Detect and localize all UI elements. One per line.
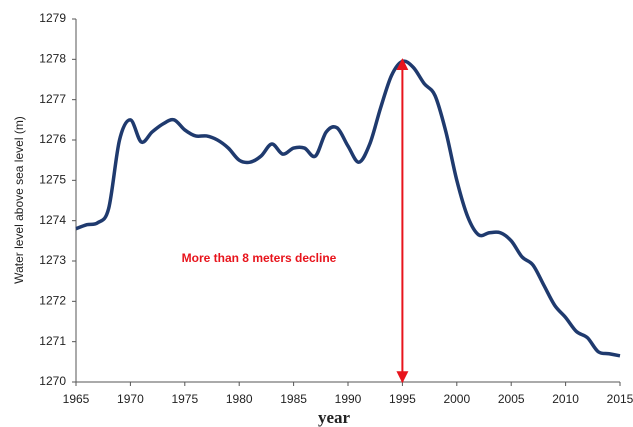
x-tick-label: 1965 [63, 392, 90, 406]
x-tick-label: 2015 [607, 392, 633, 406]
y-tick-label: 1272 [39, 294, 66, 308]
y-tick-label: 1271 [39, 334, 66, 348]
x-tick-label: 1990 [335, 392, 362, 406]
x-tick-label: 1980 [226, 392, 253, 406]
x-tick-label: 1995 [389, 392, 416, 406]
y-tick-label: 1273 [39, 253, 66, 267]
y-tick-label: 1275 [39, 173, 66, 187]
x-tick-label: 2000 [443, 392, 470, 406]
annotation: More than 8 meters decline [182, 251, 337, 265]
y-tick-label: 1279 [39, 11, 66, 25]
x-tick-label: 2005 [498, 392, 525, 406]
x-tick-label: 2010 [552, 392, 579, 406]
y-tick-label: 1270 [39, 374, 66, 388]
y-tick-label: 1278 [39, 52, 66, 66]
y-tick-label: 1276 [39, 132, 66, 146]
y-tick-label: 1277 [39, 92, 66, 106]
x-tick-label: 1985 [280, 392, 307, 406]
x-tick-label: 1970 [117, 392, 144, 406]
data-line [75, 59, 621, 358]
y-tick-label: 1274 [39, 213, 66, 227]
y-axis-label: Water level above sea level (m) [12, 116, 26, 284]
x-tick-label: 1975 [171, 392, 198, 406]
x-axis-label: year [318, 408, 351, 427]
